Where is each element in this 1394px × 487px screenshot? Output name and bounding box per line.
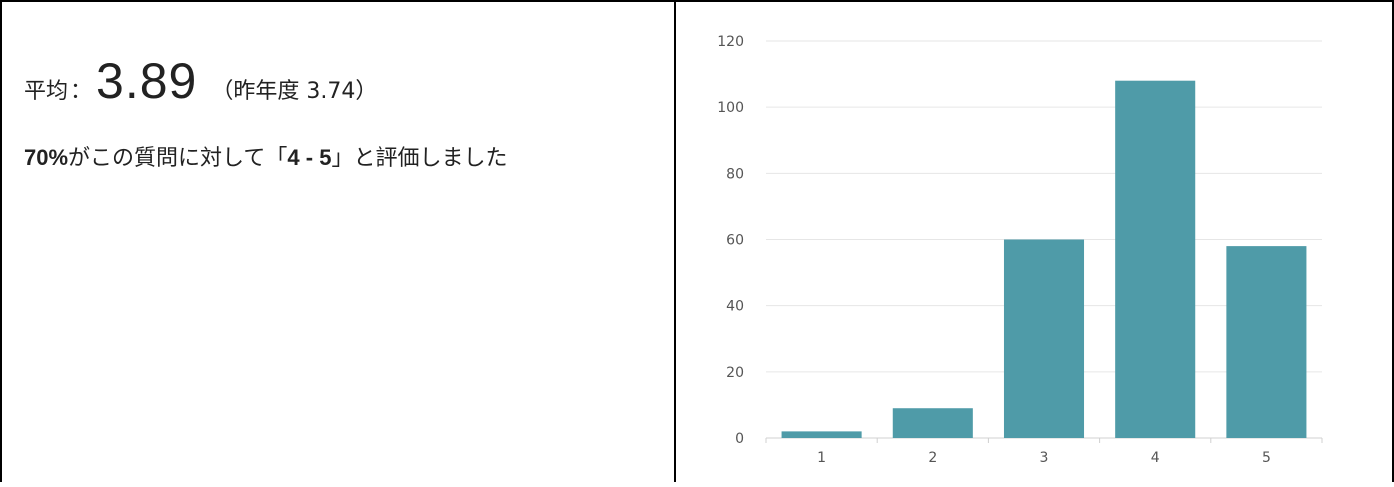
previous-open: （ — [211, 79, 234, 104]
bar-chart-svg: 0 20 40 60 80 100 120 1 2 3 4 5 — [717, 34, 1323, 466]
bar-5 — [1226, 246, 1307, 438]
x-tick-label: 4 — [1151, 450, 1160, 466]
bracket-open: 「 — [265, 146, 288, 171]
y-tick-label: 80 — [726, 166, 744, 182]
y-tick-label: 100 — [717, 100, 744, 116]
y-tick-label: 60 — [726, 233, 744, 249]
column-divider — [674, 0, 676, 482]
x-axis-ticks: 1 2 3 4 5 — [765, 438, 1323, 466]
summary-panel: 平均 ： 3.89 （昨年度 3.74） 70%がこの質問に対して「4 - 5」… — [24, 52, 664, 172]
y-tick-label: 40 — [726, 299, 744, 315]
previous-year-value: 3.74 — [306, 79, 356, 104]
bar-3 — [1003, 239, 1085, 438]
average-line: 平均 ： 3.89 （昨年度 3.74） — [24, 52, 664, 110]
rating-summary: 70%がこの質問に対して「4 - 5」と評価しました — [24, 140, 664, 172]
x-tick-label: 3 — [1040, 450, 1049, 466]
rating-text-1: がこの質問に対して — [68, 146, 266, 171]
bar-chart: 0 20 40 60 80 100 120 1 2 3 4 5 — [676, 0, 1392, 482]
previous-close: ） — [355, 79, 378, 104]
bar-4 — [1115, 80, 1196, 438]
y-tick-label: 20 — [726, 365, 744, 381]
x-tick-label: 5 — [1262, 450, 1271, 466]
average-value: 3.89 — [96, 53, 198, 109]
y-axis-ticks: 0 20 40 60 80 100 120 — [717, 34, 744, 447]
x-tick-label: 2 — [928, 450, 937, 466]
bar-1 — [781, 431, 862, 438]
bars — [781, 80, 1307, 438]
y-tick-label: 0 — [735, 431, 744, 447]
bar-2 — [892, 408, 973, 438]
previous-year: （昨年度 3.74） — [211, 73, 377, 105]
previous-year-label: 昨年度 — [233, 79, 300, 104]
average-colon: ： — [70, 79, 93, 104]
average-label: 平均 — [24, 79, 69, 104]
rating-range: 4 - 5 — [287, 145, 332, 170]
bracket-close: 」 — [331, 146, 354, 171]
rating-text-2: と評価しました — [353, 146, 508, 171]
rating-percentage: 70% — [24, 145, 69, 170]
x-tick-label: 1 — [817, 450, 826, 466]
y-tick-label: 120 — [717, 34, 744, 50]
